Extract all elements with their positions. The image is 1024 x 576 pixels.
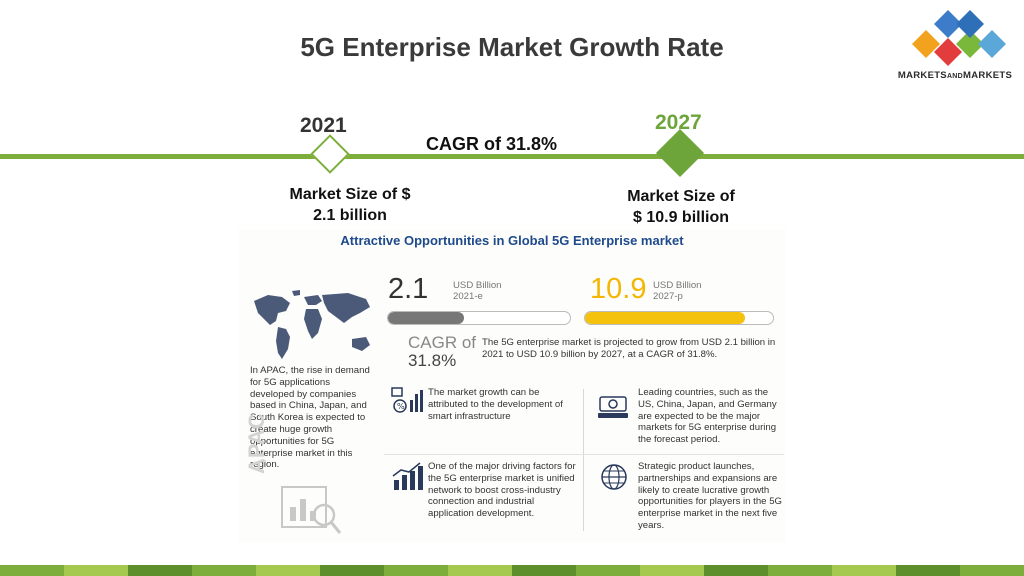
footer-segment — [64, 565, 128, 576]
footer-segment — [0, 565, 64, 576]
bar-chart-growth-icon — [392, 462, 423, 490]
end-market-size-line1: Market Size of — [627, 188, 735, 205]
footer-segment — [704, 565, 768, 576]
globe-network-icon — [601, 464, 627, 490]
world-map-icon — [254, 290, 370, 359]
page-title: 5G Enterprise Market Growth Rate — [300, 32, 724, 62]
footer-segment — [896, 565, 960, 576]
footer-segment — [576, 565, 640, 576]
start-market-size-line1: Market Size of $ — [289, 186, 411, 203]
apac-label: APAC — [244, 413, 269, 474]
footer-segment — [448, 565, 512, 576]
logo-text-part2: AND — [946, 73, 964, 80]
unit-2021: USD Billion — [453, 280, 502, 291]
cagr-label: CAGR of — [408, 333, 477, 352]
progress-fill-2021 — [388, 312, 465, 324]
infographic: Attractive Opportunities in Global 5G En… — [238, 229, 786, 543]
footer-segment — [320, 565, 384, 576]
apac-analytics-icon — [281, 486, 342, 534]
fact-leading-countries: Leading countries, such as the US, China… — [638, 387, 777, 446]
infographic-title: Attractive Opportunities in Global 5G En… — [340, 233, 684, 248]
year-tag-2021: 2021-e — [453, 291, 483, 302]
start-market-size: Market Size of $ 2.1 billion — [272, 184, 428, 226]
horizontal-divider — [384, 454, 784, 455]
progress-bar-2027 — [584, 311, 774, 325]
value-2021: 2.1 — [388, 273, 429, 305]
fact-smart-infrastructure: The market growth can be attributed to t… — [428, 387, 563, 422]
money-country-icon — [598, 396, 628, 418]
footer-segment — [384, 565, 448, 576]
progress-fill-2027 — [585, 312, 745, 324]
smart-infrastructure-icon: % — [391, 387, 423, 413]
end-year: 2027 — [655, 111, 702, 134]
end-marker-icon — [655, 128, 705, 178]
unit-2027: USD Billion — [653, 280, 702, 291]
projection-text: The 5G enterprise market is projected to… — [482, 337, 776, 360]
start-marker-icon — [310, 134, 350, 174]
cagr-heading: CAGR of 31.8% — [426, 134, 558, 154]
apac-description: In APAC, the rise in demand for 5G appli… — [250, 365, 370, 471]
fact-strategic-launches: Strategic product launches, partnerships… — [638, 461, 782, 531]
footer-segment — [256, 565, 320, 576]
footer-stripe — [0, 565, 1024, 576]
start-year: 2021 — [300, 114, 347, 137]
footer-segment — [960, 565, 1024, 576]
footer-segment — [192, 565, 256, 576]
logo-text-part3: MARKETS — [963, 70, 1013, 81]
start-market-size-line2: 2.1 billion — [313, 207, 387, 224]
footer-segment — [832, 565, 896, 576]
footer-segment — [768, 565, 832, 576]
end-market-size: Market Size of $ 10.9 billion — [606, 186, 756, 228]
timeline-bar — [0, 154, 1024, 159]
progress-bar-2021 — [387, 311, 571, 325]
footer-segment — [512, 565, 576, 576]
logo-text-part1: MARKETS — [897, 70, 947, 81]
svg-text:%: % — [397, 402, 405, 411]
footer-segment — [128, 565, 192, 576]
end-market-size-line2: $ 10.9 billion — [632, 209, 730, 226]
footer-segment — [640, 565, 704, 576]
year-tag-2027: 2027-p — [653, 291, 683, 302]
logo-text: MARKETSANDMARKETS — [886, 70, 1024, 81]
value-2027: 10.9 — [590, 273, 647, 305]
marketsandmarkets-logo-icon — [912, 10, 1006, 66]
vertical-divider — [583, 389, 584, 531]
fact-driving-factors: One of the major driving factors for the… — [428, 461, 576, 520]
cagr-value: 31.8% — [408, 351, 457, 370]
